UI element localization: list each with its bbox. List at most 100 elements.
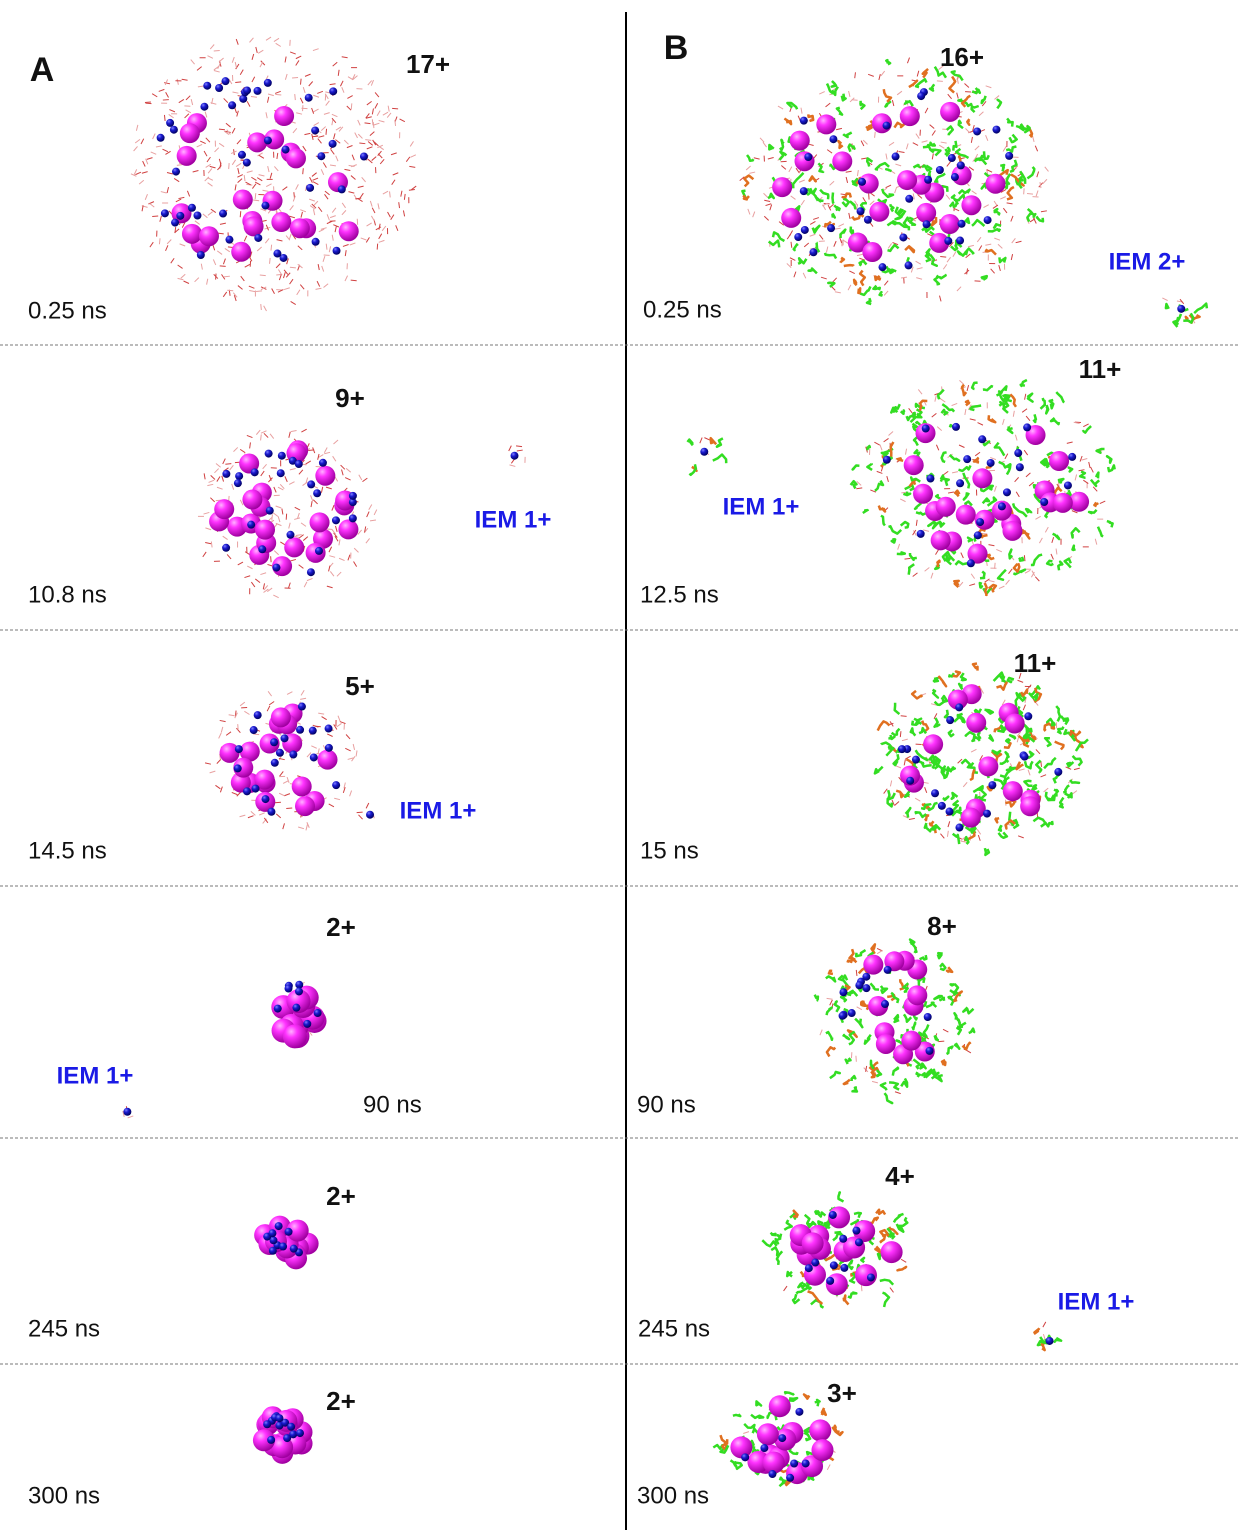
counter-ion	[700, 448, 708, 456]
solvent-stick	[904, 1014, 911, 1021]
water	[913, 143, 918, 146]
water	[221, 727, 223, 733]
solvent-stick	[835, 1426, 840, 1432]
water	[206, 138, 210, 142]
water	[753, 212, 755, 218]
water	[241, 276, 245, 281]
water	[327, 734, 332, 737]
water	[198, 86, 204, 87]
water	[1043, 179, 1047, 183]
water	[266, 37, 271, 40]
solvent-stick	[895, 703, 900, 714]
water	[1033, 136, 1034, 142]
solvent-stick	[747, 155, 753, 161]
counter-ion	[952, 423, 960, 431]
solvent-stick	[787, 1272, 792, 1277]
water	[232, 57, 234, 63]
counter-ion	[329, 87, 337, 95]
solvent-stick	[949, 997, 954, 1006]
counter-ion	[867, 1273, 875, 1281]
counter-ion	[946, 808, 954, 816]
water	[285, 476, 287, 481]
water	[322, 266, 324, 272]
solvent-stick	[926, 249, 930, 255]
water	[272, 514, 273, 520]
water	[393, 173, 399, 175]
solvent-stick	[835, 1002, 839, 1012]
water	[863, 197, 866, 202]
water	[332, 119, 333, 125]
water	[166, 245, 168, 250]
water	[169, 114, 174, 117]
solvent-stick	[876, 1210, 885, 1215]
water	[947, 162, 951, 167]
water	[509, 446, 512, 451]
solvent-stick	[1072, 528, 1080, 537]
cluster	[131, 37, 416, 311]
counter-ion	[254, 711, 262, 719]
counter-ion	[826, 1277, 834, 1285]
water	[940, 834, 944, 839]
water	[211, 475, 215, 479]
water	[257, 178, 262, 181]
water	[279, 274, 281, 280]
water	[396, 225, 398, 231]
water	[354, 562, 357, 567]
water	[268, 691, 272, 696]
water	[153, 134, 156, 139]
water	[307, 578, 313, 580]
water	[930, 125, 935, 129]
counter-ion	[924, 176, 932, 184]
water	[760, 138, 764, 142]
water	[941, 142, 947, 143]
counter-ion	[289, 751, 297, 759]
counter-ion	[157, 134, 165, 142]
charge: 5+	[345, 671, 375, 701]
solvent-stick	[955, 1013, 959, 1020]
ion	[897, 170, 917, 190]
ion	[863, 955, 883, 975]
water	[1013, 411, 1014, 417]
water	[301, 429, 306, 432]
ion	[901, 1031, 921, 1051]
solvent-stick	[871, 1061, 873, 1068]
water	[296, 113, 302, 114]
solvent-stick	[923, 69, 928, 78]
water	[332, 114, 338, 116]
water	[947, 831, 948, 837]
solvent-stick	[947, 967, 952, 972]
solvent-stick	[983, 499, 989, 504]
water	[208, 168, 212, 173]
water	[324, 284, 329, 288]
counter-ion	[931, 789, 939, 797]
counter-ion	[161, 209, 169, 217]
water	[367, 512, 369, 517]
cluster	[253, 1406, 313, 1464]
water	[250, 442, 251, 448]
water	[1036, 749, 1040, 753]
counter-ion	[307, 568, 315, 576]
water	[207, 157, 210, 162]
solvent-stick	[878, 721, 890, 730]
water	[255, 579, 260, 583]
solvent-stick	[989, 415, 996, 422]
solvent-stick	[753, 1429, 758, 1434]
water	[378, 203, 379, 209]
water	[1015, 435, 1017, 441]
water	[1045, 167, 1049, 172]
water	[366, 803, 369, 808]
counter-ion	[332, 516, 340, 524]
solvent-stick	[935, 718, 940, 727]
water	[899, 152, 905, 153]
water	[409, 189, 415, 190]
water	[849, 213, 850, 219]
water	[965, 409, 966, 415]
time: 300 ns	[28, 1482, 100, 1509]
counter-ion	[1046, 1337, 1054, 1345]
solvent-stick	[810, 177, 816, 182]
solvent-stick	[970, 406, 981, 411]
counter-ion	[247, 521, 255, 529]
solvent-stick	[1058, 562, 1062, 571]
water	[799, 180, 805, 182]
solvent-stick	[999, 832, 1007, 837]
